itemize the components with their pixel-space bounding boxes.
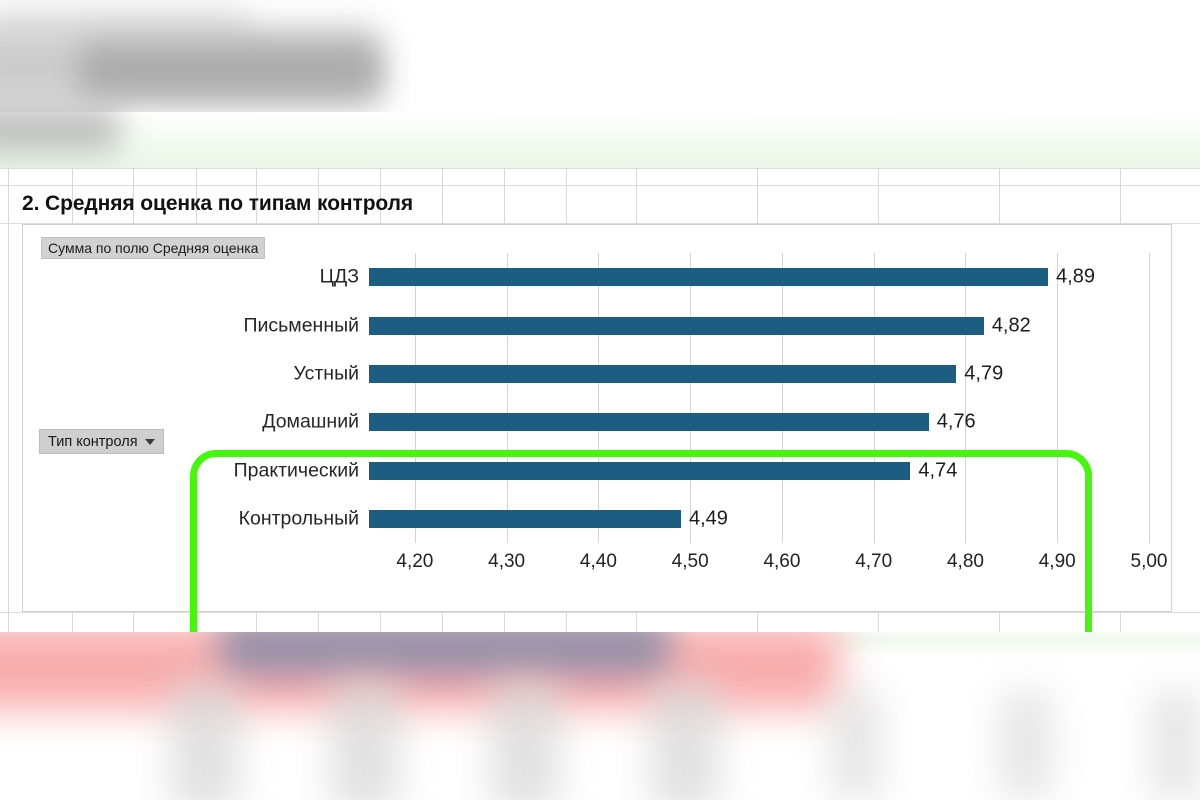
category-label: Письменный: [243, 314, 359, 336]
pivot-field-label: Сумма по полю Средняя оценка: [48, 240, 259, 256]
x-axis-tick-label: 5,00: [1130, 551, 1168, 572]
chevron-down-icon: [144, 438, 155, 445]
chart-bar[interactable]: [369, 413, 929, 432]
grid-line-vertical: [690, 253, 692, 543]
plot-area: ЦДЗ 4,89 Письменный 4,82 Устный 4,79 Домашний 4…: [234, 253, 1150, 543]
bar-value-label: 4,49: [689, 507, 728, 530]
category-label: ЦДЗ: [319, 265, 359, 288]
page-title: 2. Средняя оценка по типам контроля: [22, 192, 414, 215]
blur-shape: [830, 690, 882, 800]
x-axis-tick-label: 4,40: [579, 551, 617, 572]
pivot-filter-label: Тип контроля: [48, 433, 138, 450]
chart-bar[interactable]: [369, 316, 984, 335]
grid-line-vertical: [414, 253, 416, 543]
grid-line-vertical: [1149, 253, 1150, 543]
chart-bar[interactable]: [369, 509, 681, 528]
bar-value-label: 4,79: [964, 362, 1004, 385]
spreadsheet-area: 2. Средняя оценка по типам контроля Сумм…: [0, 168, 1200, 634]
grid-line-horizontal: [0, 612, 1200, 613]
chart-bar[interactable]: [369, 364, 957, 383]
category-label: Домашний: [262, 410, 359, 433]
chart-bar[interactable]: [369, 461, 911, 480]
category-label: Практический: [233, 459, 359, 481]
x-axis-tick-label: 4,90: [1038, 551, 1076, 572]
x-axis-tick-label: 4,80: [946, 551, 984, 572]
x-axis-tick-label: 4,20: [396, 551, 434, 572]
grid-line-vertical: [1057, 253, 1059, 543]
blur-shape: [0, 112, 1200, 170]
grid-line-vertical: [8, 168, 9, 634]
blur-shape: [170, 680, 240, 800]
bar-value-label: 4,74: [918, 459, 958, 481]
bar-value-label: 4,82: [991, 314, 1031, 336]
x-axis-tick-label: 4,60: [763, 551, 801, 572]
grid-line-horizontal: [0, 185, 1200, 186]
chart-bar-row: Домашний 4,76: [262, 401, 1149, 443]
chart-bar-row: Практический 4,74: [234, 450, 1149, 492]
chart-bar-row: ЦДЗ 4,89: [320, 256, 1149, 298]
grid-line-vertical: [965, 253, 967, 543]
blurred-top-region: [0, 0, 1200, 170]
bar-value-label: 4,76: [936, 410, 976, 433]
pivot-chart: Сумма по полю Средняя оценка Тип контрол…: [22, 224, 1172, 612]
grid-line-vertical: [506, 253, 508, 543]
chart-bar-row: Письменный 4,82: [243, 305, 1149, 347]
blur-shape: [490, 680, 560, 800]
x-axis-tick-label: 4,50: [671, 551, 709, 572]
x-axis-tick-label: 4,30: [488, 551, 526, 572]
blurred-bottom-region: [0, 632, 1200, 800]
category-label: Контрольный: [238, 507, 359, 530]
chart-bar[interactable]: [369, 268, 1049, 287]
category-label: Устный: [293, 362, 359, 385]
blur-shape: [650, 680, 720, 800]
blur-shape: [330, 680, 400, 800]
blur-shape: [0, 106, 120, 152]
bar-value-label: 4,89: [1056, 265, 1095, 288]
grid-line-horizontal: [0, 168, 1200, 169]
blur-shape: [220, 632, 670, 676]
chart-bar-row: Контрольный 4,49: [239, 498, 1149, 540]
grid-line-vertical: [598, 253, 600, 543]
blur-shape: [1150, 690, 1200, 800]
pivot-field-button[interactable]: Сумма по полю Средняя оценка: [41, 237, 266, 259]
x-axis-tick-labels: 4,20 4,30 4,40 4,50 4,60 4,70 4,80 4,90 5,00: [369, 551, 1167, 581]
pivot-filter-button-type-of-control[interactable]: Тип контроля: [39, 429, 164, 454]
chart-bar-row: Устный 4,79: [294, 353, 1149, 395]
blur-shape: [830, 632, 1200, 648]
grid-line-horizontal: [0, 223, 1200, 224]
grid-line-vertical: [781, 253, 783, 543]
blur-shape: [80, 44, 380, 96]
x-axis-tick-label: 4,70: [855, 551, 893, 572]
grid-line-vertical: [873, 253, 875, 543]
blur-shape: [1000, 690, 1052, 800]
